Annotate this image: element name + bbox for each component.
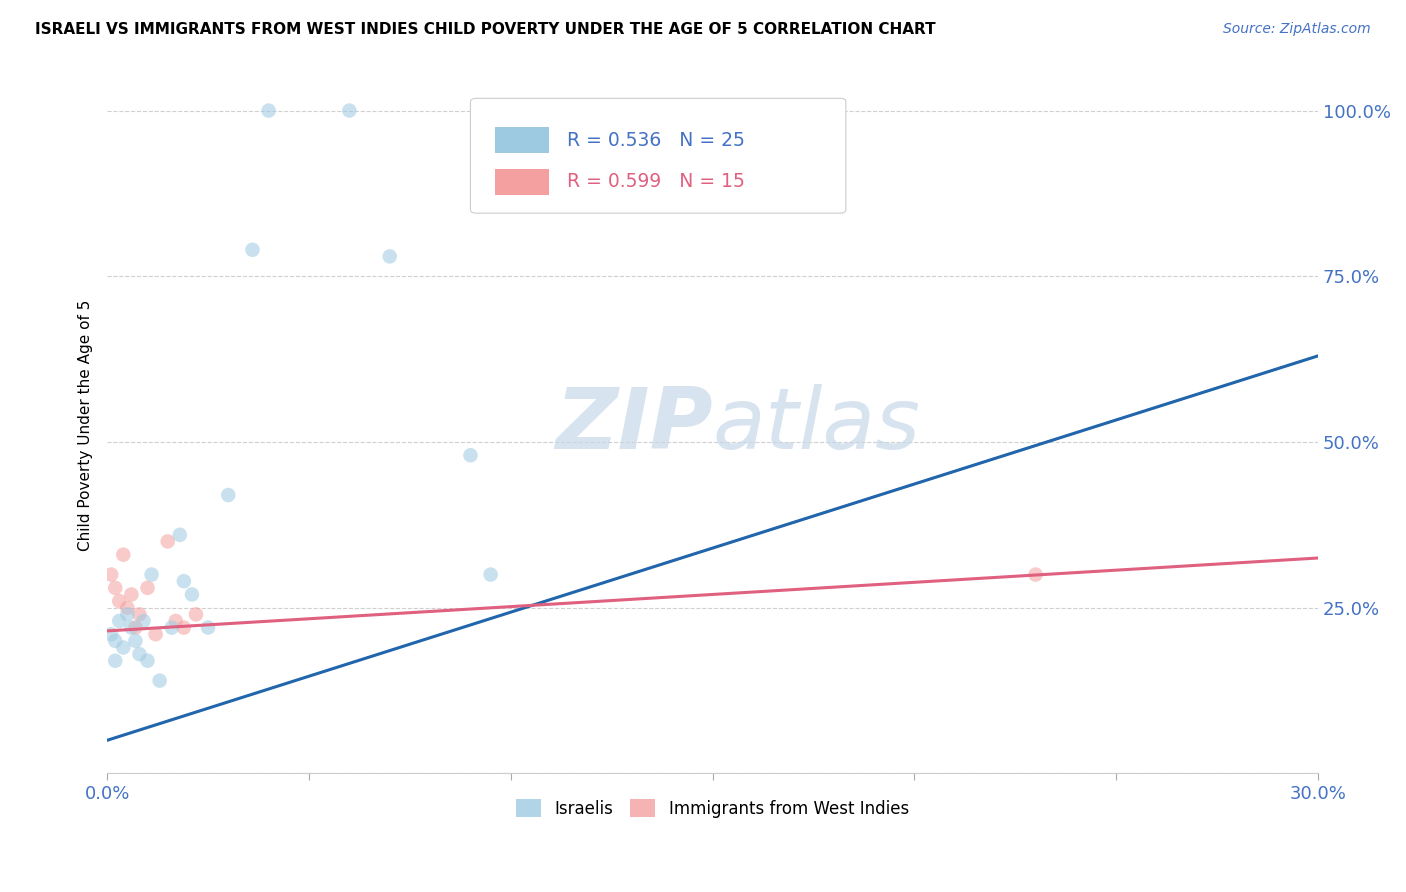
Point bbox=[104, 654, 127, 668]
Point bbox=[1025, 567, 1047, 582]
Point bbox=[257, 103, 280, 118]
Point bbox=[149, 673, 172, 688]
Point bbox=[165, 614, 187, 628]
Y-axis label: Child Poverty Under the Age of 5: Child Poverty Under the Age of 5 bbox=[79, 300, 93, 551]
Text: Source: ZipAtlas.com: Source: ZipAtlas.com bbox=[1223, 22, 1371, 37]
Point bbox=[337, 103, 360, 118]
Point bbox=[100, 567, 122, 582]
Point bbox=[128, 647, 150, 661]
Point bbox=[184, 607, 207, 622]
Point bbox=[124, 621, 146, 635]
Text: R = 0.536   N = 25: R = 0.536 N = 25 bbox=[568, 130, 745, 150]
Point bbox=[104, 581, 127, 595]
Point bbox=[124, 633, 146, 648]
Point bbox=[141, 567, 163, 582]
Point bbox=[120, 621, 142, 635]
Text: R = 0.599   N = 15: R = 0.599 N = 15 bbox=[568, 172, 745, 192]
Point bbox=[104, 633, 127, 648]
Point bbox=[479, 567, 502, 582]
Text: ZIP: ZIP bbox=[555, 384, 713, 467]
Point bbox=[160, 621, 183, 635]
FancyBboxPatch shape bbox=[471, 98, 846, 213]
Point bbox=[108, 594, 131, 608]
Point bbox=[242, 243, 264, 257]
Point bbox=[156, 534, 179, 549]
Point bbox=[217, 488, 239, 502]
Point bbox=[108, 614, 131, 628]
Point bbox=[136, 581, 159, 595]
Legend: Israelis, Immigrants from West Indies: Israelis, Immigrants from West Indies bbox=[510, 793, 915, 824]
Point bbox=[112, 640, 135, 655]
Text: atlas: atlas bbox=[713, 384, 921, 467]
Point bbox=[117, 600, 139, 615]
Bar bbox=[495, 127, 550, 153]
Point bbox=[136, 654, 159, 668]
Point bbox=[169, 528, 191, 542]
Point bbox=[117, 607, 139, 622]
Point bbox=[173, 574, 195, 589]
Point bbox=[197, 621, 219, 635]
Text: ISRAELI VS IMMIGRANTS FROM WEST INDIES CHILD POVERTY UNDER THE AGE OF 5 CORRELAT: ISRAELI VS IMMIGRANTS FROM WEST INDIES C… bbox=[35, 22, 936, 37]
Point bbox=[173, 621, 195, 635]
Point bbox=[460, 448, 482, 462]
Point bbox=[181, 587, 204, 601]
Point bbox=[112, 548, 135, 562]
Bar bbox=[495, 169, 550, 195]
Point bbox=[128, 607, 150, 622]
Point bbox=[100, 627, 122, 641]
Point bbox=[145, 627, 167, 641]
Point bbox=[378, 249, 401, 263]
Point bbox=[120, 587, 142, 601]
Point bbox=[132, 614, 155, 628]
